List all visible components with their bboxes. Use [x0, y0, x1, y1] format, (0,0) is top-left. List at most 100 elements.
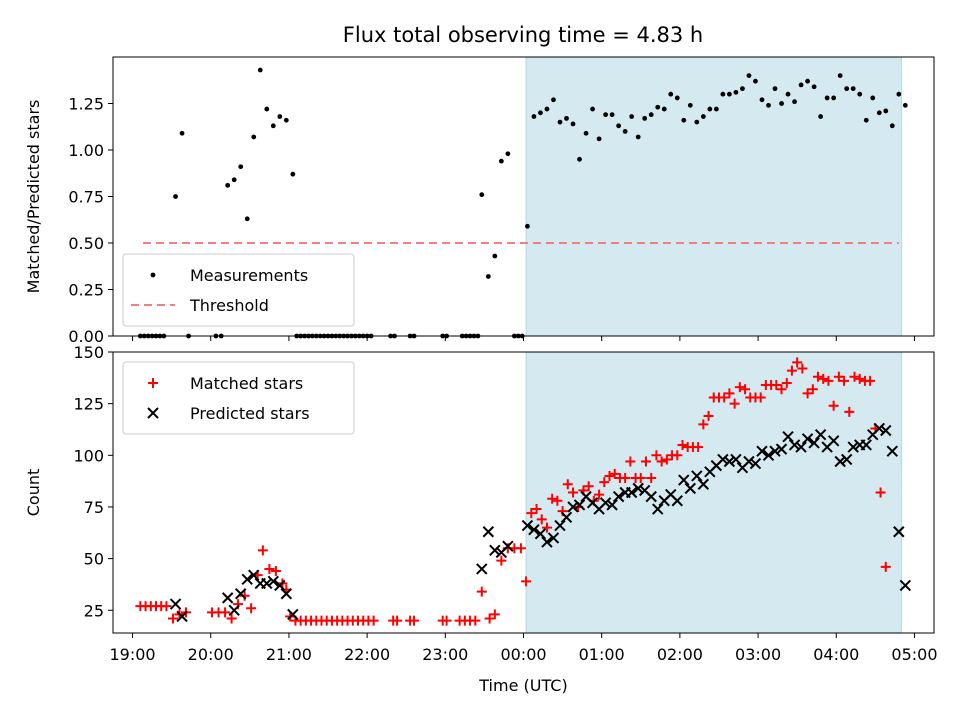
upper-measurements-point-94	[733, 89, 739, 95]
lower-predicted-stars-point-24	[560, 511, 573, 524]
upper-measurements-point-81	[648, 112, 654, 118]
upper-measurements-point-73	[596, 136, 602, 142]
lower-predicted-stars-point-59	[788, 439, 801, 451]
lower-predicted-stars-point-23	[554, 519, 566, 532]
p1-legend-swatch-point-0	[148, 378, 158, 388]
lower-predicted-stars-point-6	[248, 569, 260, 581]
lower-matched-stars-point-104	[771, 380, 782, 391]
upper-legend: Measurements Threshold	[122, 253, 355, 327]
xtick-label-8: 03:00	[735, 645, 781, 664]
upper-measurements-point-89	[700, 114, 706, 119]
upper-measurements-point-70	[577, 156, 582, 162]
lower-matched-stars-point-97	[734, 382, 745, 393]
upper-measurements-point-96	[746, 73, 752, 78]
p1-ytick-label-3: 100	[73, 446, 104, 465]
lower-matched-stars-point-68	[583, 481, 594, 492]
upper-measurements-point-101	[779, 101, 784, 106]
lower-matched-stars-point-116	[833, 371, 844, 382]
upper-measurements-point-12	[225, 182, 231, 188]
lower-predicted-stars-point-32	[612, 490, 625, 503]
lower-predicted-stars-point-17	[502, 540, 514, 552]
lower-predicted-stars-point-18	[521, 519, 534, 532]
lower-matched-stars-point-76	[625, 456, 636, 467]
lower-matched-stars-point-52	[496, 555, 507, 566]
upper-measurements-point-112	[850, 86, 856, 92]
xtick-label-10: 05:00	[891, 645, 937, 664]
upper-measurements-point-63	[531, 114, 537, 119]
upper-x-ticks	[132, 336, 915, 341]
upper-measurements-point-16	[251, 134, 257, 140]
p0-legend-label-0: Measurements	[190, 266, 308, 285]
lower-predicted-stars-point-5	[241, 573, 253, 585]
upper-measurements-point-108	[824, 95, 830, 101]
lower-matched-stars-point-18	[264, 563, 275, 574]
lower-matched-stars-point-19	[270, 566, 281, 577]
upper-measurements-series	[137, 67, 908, 339]
lower-matched-stars-point-56	[521, 576, 532, 587]
upper-measurements-point-95	[740, 86, 745, 92]
lower-predicted-stars-point-1	[176, 610, 188, 623]
lower-matched-stars-point-81	[651, 450, 662, 461]
lower-predicted-stars-point-10	[274, 579, 286, 592]
lower-matched-stars-point-73	[609, 468, 620, 479]
p1-ytick-label-5: 150	[73, 343, 104, 362]
p1-ytick-label-1: 50	[84, 550, 104, 569]
lower-predicted-stars-point-30	[599, 497, 612, 509]
lower-predicted-stars-point-11	[280, 588, 293, 600]
lower-matched-stars-point-55	[515, 543, 526, 554]
lower-predicted-stars-point-68	[847, 441, 859, 453]
lower-matched-stars-point-38	[368, 615, 379, 626]
upper-measurements-point-104	[798, 82, 804, 88]
upper-measurements-point-107	[818, 114, 824, 119]
lower-matched-stars-point-5	[161, 601, 172, 612]
lower-matched-stars-point-117	[839, 375, 850, 386]
lower-matched-stars-point-94	[719, 392, 730, 403]
lower-matched-stars-point-110	[802, 388, 813, 399]
p0-legend-swatch-point-0	[150, 272, 156, 278]
chart-title: Flux total observing time = 4.83 h	[343, 23, 703, 47]
lower-matched-stars-point-118	[844, 406, 855, 417]
upper-measurements-point-19	[270, 123, 276, 129]
lower-matched-stars-point-15	[246, 603, 257, 614]
lower-matched-stars-point-70	[594, 489, 605, 500]
upper-measurements-point-74	[603, 112, 608, 118]
lower-predicted-stars-point-58	[782, 431, 794, 443]
lower-matched-stars-point-51	[489, 609, 500, 620]
upper-measurements-point-79	[635, 134, 641, 140]
lower-matched-stars-point-64	[562, 479, 573, 490]
lower-predicted-stars-point-14	[482, 526, 495, 538]
upper-measurements-point-83	[661, 106, 667, 112]
p0-legend-label-1: Threshold	[189, 296, 269, 315]
lower-matched-stars-point-49	[476, 586, 487, 597]
lower-predicted-stars-point-35	[632, 482, 644, 495]
upper-measurements-point-87	[687, 102, 693, 108]
xtick-label-6: 01:00	[579, 645, 625, 664]
p0-ytick-label-2: 0.50	[68, 234, 104, 253]
lower-predicted-stars-point-48	[717, 453, 729, 466]
upper-measurements-point-99	[766, 102, 771, 108]
upper-measurements-point-57	[498, 158, 504, 164]
upper-measurements-point-77	[622, 129, 628, 134]
lower-matched-stars-point-17	[257, 545, 268, 556]
upper-y-ticks: 0.00 0.25 0.50 0.75 1.00 1.25	[68, 95, 113, 346]
lower-matched-stars-point-90	[698, 419, 709, 430]
lower-matched-stars-point-62	[552, 495, 563, 506]
lower-predicted-stars-point-9	[267, 575, 279, 588]
xtick-label-5: 00:00	[500, 645, 546, 664]
upper-measurements-point-68	[564, 115, 569, 121]
upper-measurements-point-54	[479, 192, 485, 198]
p0-ytick-label-1: 0.25	[68, 281, 104, 300]
lower-matched-stars-point-105	[776, 384, 787, 395]
upper-measurements-point-13	[231, 177, 237, 183]
lower-matched-stars-point-107	[786, 365, 797, 376]
upper-measurements-point-65	[544, 106, 550, 112]
upper-observing-window	[525, 56, 902, 337]
lower-matched-stars-point-86	[677, 439, 688, 450]
lower-matched-stars-point-112	[813, 371, 824, 382]
upper-measurements-point-90	[707, 106, 713, 112]
upper-measurements-point-82	[655, 104, 661, 110]
lower-matched-stars-point-42	[409, 615, 420, 626]
upper-measurements-point-115	[870, 95, 876, 101]
lower-predicted-stars-point-37	[645, 490, 657, 503]
